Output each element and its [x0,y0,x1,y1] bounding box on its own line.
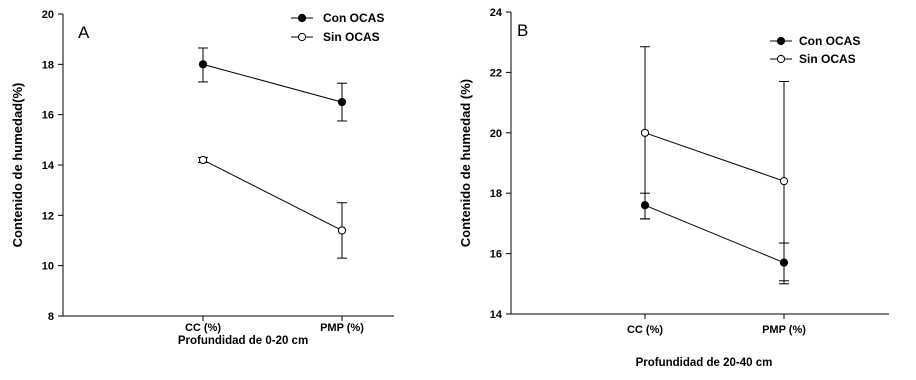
y-tick-label: 8 [48,311,54,323]
legend-marker [297,32,307,42]
legend-marker [297,13,307,23]
y-tick-label: 12 [42,210,54,222]
y-tick-label: 16 [490,249,502,261]
y-axis-title: Contenido de humedad(%) [10,83,25,248]
y-tick-label: 18 [42,59,54,71]
series-line [644,204,785,264]
series-sin-ocas [198,155,347,259]
legend-label: Sin OCAS [323,30,380,44]
y-tick-label: 24 [490,7,503,19]
legend-label: Con OCAS [799,34,860,48]
series-line [202,63,343,103]
y-tick-label: 20 [42,9,54,21]
data-point [198,155,208,165]
y-tick-label: 10 [42,261,54,273]
series-con-ocas [198,47,347,122]
y-tick-label: 14 [42,160,55,172]
legend-label: Sin OCAS [799,52,856,66]
series-line [644,132,785,182]
x-tick-label: CC (%) [627,324,663,336]
series-line [202,159,343,231]
series-sin-ocas [640,46,789,282]
x-axis-title: Profundidad de 20-40 cm [636,357,773,369]
y-tick-label: 14 [490,309,503,321]
x-tick-label: PMP (%) [320,322,364,334]
y-axis-title: Contenido de humedad (%) [458,79,473,247]
legend: Con OCAS Sin OCAS [291,11,384,44]
y-tick-label: 18 [490,188,502,200]
legend-marker [776,54,786,64]
data-point [337,97,347,107]
y-tick-label: 22 [490,67,502,79]
y-tick-label: 20 [490,128,502,140]
series-con-ocas [640,192,789,285]
chart-panel-b: 14 16 18 20 22 24 CC (%) PMP (%) Profundidad de … [458,7,889,369]
data-point [337,226,347,235]
chart-panel-a: 8 10 12 14 16 18 20 CC (%) PMP (%) Profundidad de… [10,9,394,347]
x-tick-label: PMP (%) [762,324,806,336]
data-point [779,177,789,186]
x-tick-label: CC (%) [185,322,221,334]
legend-marker [776,36,786,46]
y-tick-label: 16 [42,110,54,122]
panel-label: B [517,21,528,40]
legend: Con OCAS Sin OCAS [770,34,860,66]
legend-label: Con OCAS [323,11,384,25]
x-axis-title: Profundidad de 0-20 cm [178,335,308,347]
panel-label: A [78,23,90,42]
data-point [198,60,208,69]
data-point [640,128,650,137]
